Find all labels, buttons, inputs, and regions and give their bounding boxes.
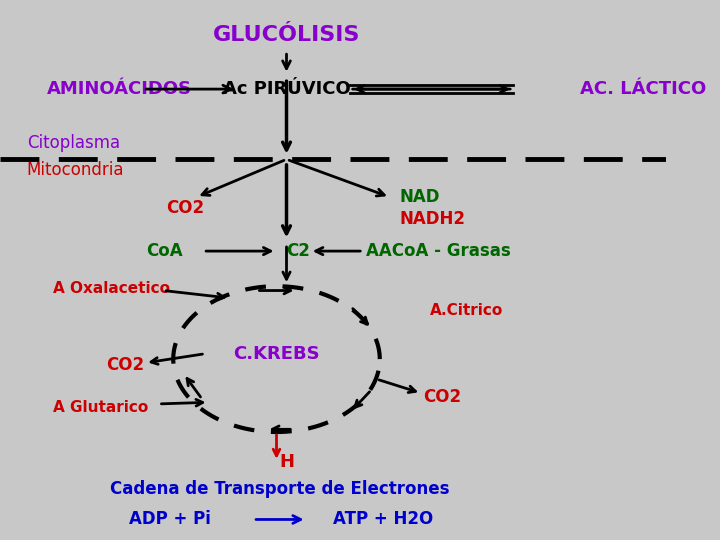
Text: A Glutarico: A Glutarico: [53, 400, 148, 415]
Text: AMINOÁCIDOS: AMINOÁCIDOS: [47, 80, 192, 98]
Text: ADP + Pi: ADP + Pi: [129, 510, 211, 529]
Text: CoA: CoA: [147, 242, 183, 260]
Text: NAD: NAD: [400, 188, 440, 206]
Text: Citoplasma: Citoplasma: [27, 134, 120, 152]
Text: A Oxalacetico: A Oxalacetico: [53, 281, 171, 296]
Text: CO2: CO2: [107, 355, 145, 374]
Text: CO2: CO2: [166, 199, 204, 217]
Text: ATP + H2O: ATP + H2O: [333, 510, 433, 529]
Text: A.Citrico: A.Citrico: [430, 303, 503, 318]
Text: Ac PIRÚVICO: Ac PIRÚVICO: [222, 80, 351, 98]
Text: CO2: CO2: [423, 388, 462, 406]
Text: Cadena de Transporte de Electrones: Cadena de Transporte de Electrones: [110, 480, 449, 498]
Text: C.KREBS: C.KREBS: [233, 345, 320, 363]
Text: AACoA - Grasas: AACoA - Grasas: [366, 242, 511, 260]
Text: C2: C2: [287, 242, 310, 260]
Text: H: H: [279, 453, 294, 471]
Text: AC. LÁCTICO: AC. LÁCTICO: [580, 80, 706, 98]
Text: GLUCÓLISIS: GLUCÓLISIS: [213, 25, 360, 45]
Text: NADH2: NADH2: [400, 210, 466, 228]
Text: Mitocondria: Mitocondria: [27, 161, 124, 179]
